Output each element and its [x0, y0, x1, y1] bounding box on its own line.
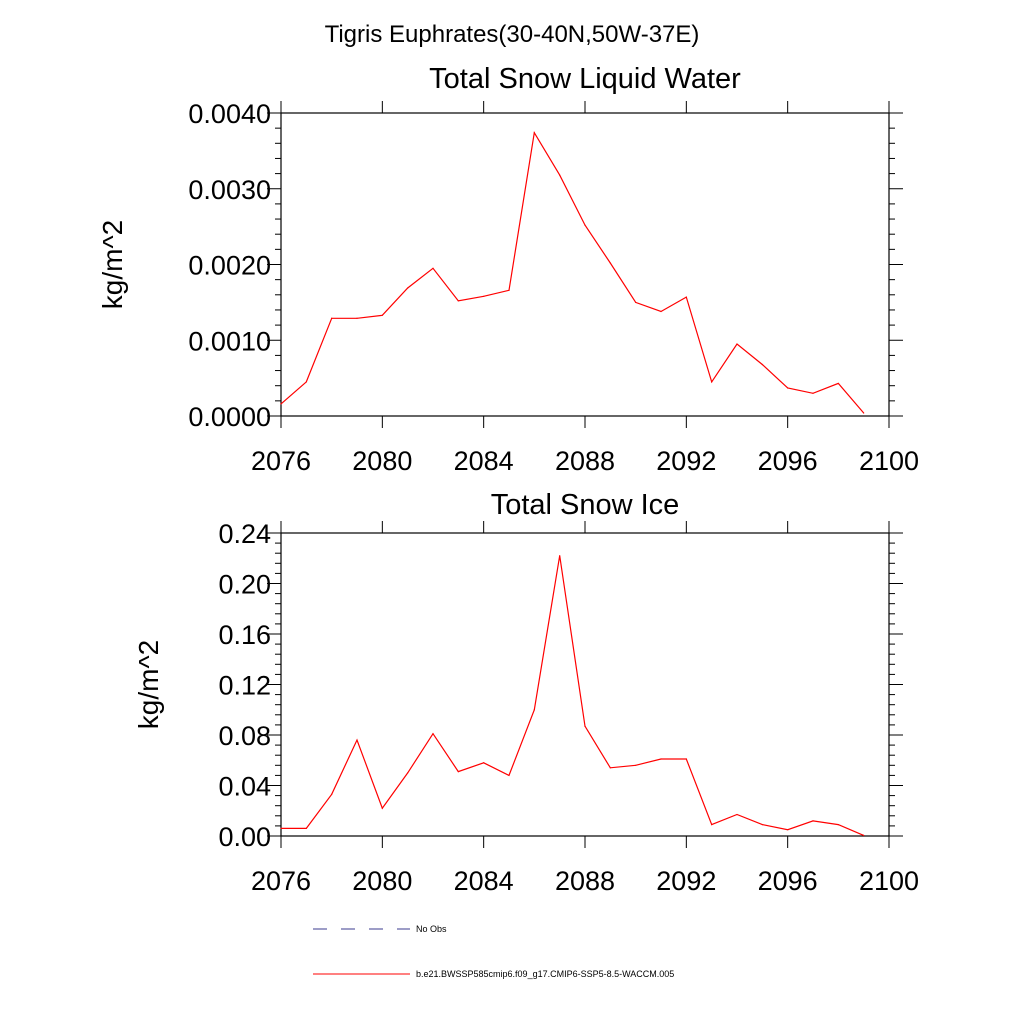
data-point: [432, 733, 434, 735]
y-tick-label: 0.20: [218, 570, 271, 600]
data-point: [508, 774, 510, 777]
x-tick-label: 2084: [454, 446, 514, 476]
legend-label-1: No Obs: [416, 924, 447, 934]
y-axis-label: kg/m^2: [97, 220, 128, 309]
data-point: [280, 403, 282, 405]
data-point: [305, 381, 307, 383]
data-point: [432, 267, 434, 269]
plot-frame: [280, 532, 890, 837]
y-tick-label: 0.24: [218, 519, 271, 549]
panel-title: Total Snow Liquid Water: [429, 63, 741, 95]
data-point: [736, 813, 738, 816]
x-tick-label: 2080: [352, 446, 412, 476]
data-point: [508, 289, 510, 291]
y-tick-label: 0.04: [218, 772, 271, 802]
y-axis-label: kg/m^2: [133, 640, 164, 729]
data-point: [280, 827, 282, 830]
data-point: [331, 793, 333, 795]
data-point: [711, 381, 713, 383]
data-point: [331, 317, 333, 319]
y-tick-label: 0.0000: [188, 402, 271, 432]
panel-title: Total Snow Ice: [491, 489, 680, 521]
data-point: [533, 709, 535, 711]
x-tick-label: 2092: [656, 446, 716, 476]
y-tick-label: 0.0040: [188, 99, 271, 129]
x-tick-label: 2100: [859, 446, 919, 476]
data-point: [584, 725, 586, 727]
data-point: [381, 807, 383, 809]
series-line: [281, 555, 864, 836]
data-point: [356, 317, 358, 319]
x-tick-label: 2080: [352, 866, 412, 896]
data-point: [685, 296, 687, 298]
x-tick-label: 2084: [454, 866, 514, 896]
x-tick-label: 2088: [555, 866, 615, 896]
data-point: [812, 392, 814, 394]
data-point: [559, 555, 561, 557]
x-tick-label: 2076: [251, 446, 311, 476]
data-point: [837, 824, 839, 826]
y-tick-label: 0.12: [218, 671, 271, 701]
y-tick-label: 0.0010: [188, 326, 271, 356]
data-point: [483, 295, 485, 297]
y-tick-label: 0.0020: [188, 251, 271, 281]
data-point: [584, 224, 586, 226]
data-point: [812, 820, 814, 822]
data-point: [533, 132, 535, 134]
y-tick-label: 0.00: [218, 822, 271, 852]
x-tick-label: 2100: [859, 866, 919, 896]
y-tick-label: 0.0030: [188, 175, 271, 205]
data-point: [761, 363, 763, 366]
data-point: [635, 764, 637, 766]
data-point: [635, 301, 637, 303]
data-point: [457, 771, 459, 773]
x-tick-label: 2096: [758, 866, 818, 896]
data-point: [457, 300, 459, 302]
data-point: [761, 824, 763, 826]
data-point: [407, 287, 409, 289]
panel-2: Total Snow Ice 2076 2080 2084 2088 2092 2096 21…: [133, 489, 919, 896]
data-point: [787, 387, 789, 389]
legend-label-2: b.e21.BWSSP585cmip6.f09_g17.CMIP6-SSP5-8…: [416, 969, 674, 979]
data-point: [787, 829, 789, 831]
data-point: [863, 412, 865, 414]
data-point: [381, 314, 383, 316]
x-tick-label: 2096: [758, 446, 818, 476]
data-point: [660, 310, 662, 313]
data-point: [305, 827, 307, 830]
data-point: [609, 262, 611, 264]
x-tick-label: 2088: [555, 446, 615, 476]
data-point: [483, 762, 485, 764]
data-point: [685, 758, 687, 760]
data-point: [356, 739, 358, 741]
data-point: [736, 343, 738, 345]
figure-title: Tigris Euphrates(30-40N,50W-37E): [325, 21, 700, 48]
x-tick-label: 2092: [656, 866, 716, 896]
data-point: [609, 767, 611, 769]
data-point: [660, 758, 662, 760]
data-point: [837, 382, 839, 385]
y-tick-label: 0.08: [218, 721, 271, 751]
plot-frame: [280, 112, 890, 417]
data-point: [559, 174, 561, 176]
x-tick-label: 2076: [251, 866, 311, 896]
panel-1: Total Snow Liquid Water 2076 2080 2084 2088 2…: [97, 63, 919, 476]
data-point: [863, 834, 865, 836]
legend: No Obs b.e21.BWSSP585cmip6.f09_g17.CMIP6-…: [313, 924, 674, 979]
y-tick-label: 0.16: [218, 620, 271, 650]
data-point: [711, 824, 713, 826]
series-line: [280, 130, 865, 414]
data-point: [407, 772, 409, 774]
